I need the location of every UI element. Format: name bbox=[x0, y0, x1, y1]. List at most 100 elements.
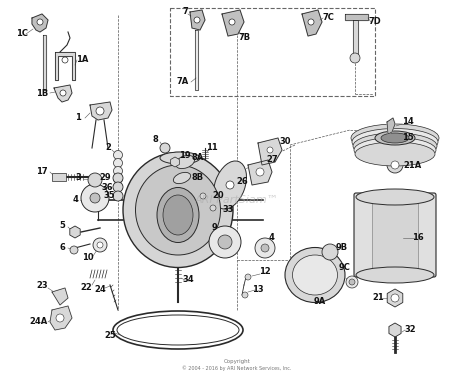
Text: 7D: 7D bbox=[369, 18, 382, 27]
Polygon shape bbox=[52, 288, 68, 305]
Bar bbox=[52, 173, 66, 181]
Polygon shape bbox=[248, 160, 272, 185]
Circle shape bbox=[113, 183, 122, 192]
Text: 12: 12 bbox=[259, 267, 271, 276]
Text: 32: 32 bbox=[404, 326, 416, 334]
Circle shape bbox=[60, 90, 66, 96]
Circle shape bbox=[256, 168, 264, 176]
Circle shape bbox=[346, 276, 358, 288]
Circle shape bbox=[90, 193, 100, 203]
Circle shape bbox=[96, 107, 104, 115]
Text: 8B: 8B bbox=[192, 174, 204, 183]
Circle shape bbox=[210, 205, 216, 211]
Ellipse shape bbox=[354, 138, 436, 162]
Text: 26: 26 bbox=[236, 177, 248, 186]
Text: © 2004 - 2016 by ARI Network Services, Inc.: © 2004 - 2016 by ARI Network Services, I… bbox=[182, 365, 292, 371]
Text: 9A: 9A bbox=[314, 297, 326, 306]
Ellipse shape bbox=[285, 248, 345, 303]
Circle shape bbox=[255, 238, 275, 258]
Text: 19: 19 bbox=[179, 150, 191, 159]
Polygon shape bbox=[54, 85, 72, 102]
Circle shape bbox=[391, 161, 399, 169]
Circle shape bbox=[261, 244, 269, 252]
Polygon shape bbox=[55, 52, 75, 80]
Circle shape bbox=[93, 238, 107, 252]
Ellipse shape bbox=[375, 131, 415, 145]
Circle shape bbox=[391, 294, 399, 302]
Ellipse shape bbox=[175, 155, 195, 169]
Circle shape bbox=[37, 19, 43, 25]
Circle shape bbox=[194, 17, 200, 23]
Polygon shape bbox=[353, 20, 358, 55]
Circle shape bbox=[242, 292, 248, 298]
Circle shape bbox=[56, 314, 64, 322]
Circle shape bbox=[349, 279, 355, 285]
Text: 21: 21 bbox=[372, 294, 384, 303]
Polygon shape bbox=[190, 10, 205, 30]
Text: 30: 30 bbox=[279, 138, 291, 147]
Circle shape bbox=[70, 246, 78, 254]
Text: 8: 8 bbox=[152, 135, 158, 144]
Circle shape bbox=[229, 19, 235, 25]
Circle shape bbox=[113, 166, 122, 176]
Text: 6: 6 bbox=[59, 243, 65, 252]
Text: 13: 13 bbox=[252, 285, 264, 294]
Polygon shape bbox=[50, 306, 72, 330]
Ellipse shape bbox=[163, 195, 193, 235]
Text: 27: 27 bbox=[266, 156, 278, 165]
Bar bbox=[372, 197, 418, 275]
Text: 10: 10 bbox=[82, 254, 94, 262]
Polygon shape bbox=[258, 138, 282, 165]
Text: 9: 9 bbox=[212, 224, 218, 232]
Text: 7: 7 bbox=[182, 8, 188, 16]
Text: 9B: 9B bbox=[336, 243, 348, 252]
Circle shape bbox=[62, 57, 68, 63]
Ellipse shape bbox=[123, 153, 233, 267]
Text: 34: 34 bbox=[182, 276, 194, 285]
Circle shape bbox=[245, 274, 251, 280]
Ellipse shape bbox=[356, 189, 434, 205]
Polygon shape bbox=[302, 10, 322, 36]
Text: 36: 36 bbox=[101, 183, 113, 192]
Circle shape bbox=[81, 184, 109, 212]
Text: 1C: 1C bbox=[16, 30, 28, 39]
Text: 9C: 9C bbox=[339, 264, 351, 273]
Ellipse shape bbox=[213, 161, 246, 209]
Ellipse shape bbox=[136, 165, 220, 255]
Circle shape bbox=[308, 19, 314, 25]
Text: 8A: 8A bbox=[192, 153, 204, 162]
Circle shape bbox=[226, 181, 234, 189]
Text: 7A: 7A bbox=[177, 78, 189, 87]
Text: 4: 4 bbox=[269, 234, 275, 243]
Ellipse shape bbox=[353, 133, 437, 159]
Text: 4: 4 bbox=[73, 195, 79, 204]
Ellipse shape bbox=[292, 255, 337, 295]
Text: 5: 5 bbox=[59, 220, 65, 230]
Polygon shape bbox=[195, 30, 198, 90]
Circle shape bbox=[350, 53, 360, 63]
Text: 23: 23 bbox=[36, 280, 48, 290]
Ellipse shape bbox=[355, 142, 435, 166]
Text: 24A: 24A bbox=[29, 318, 47, 327]
Circle shape bbox=[322, 244, 338, 260]
Polygon shape bbox=[43, 35, 46, 90]
Circle shape bbox=[97, 242, 103, 248]
Text: 1B: 1B bbox=[36, 88, 48, 98]
Circle shape bbox=[113, 173, 123, 183]
Circle shape bbox=[200, 193, 206, 199]
Text: 35: 35 bbox=[103, 192, 115, 201]
Circle shape bbox=[209, 226, 241, 258]
Text: 1A: 1A bbox=[76, 56, 88, 64]
Circle shape bbox=[113, 191, 123, 201]
Text: 7B: 7B bbox=[239, 33, 251, 42]
Text: 22: 22 bbox=[80, 284, 92, 292]
Text: 11: 11 bbox=[206, 144, 218, 153]
Text: 16: 16 bbox=[412, 234, 424, 243]
Circle shape bbox=[88, 173, 102, 187]
Ellipse shape bbox=[356, 267, 434, 283]
Text: 24: 24 bbox=[94, 285, 106, 294]
Text: 29: 29 bbox=[99, 174, 111, 183]
Text: 21A: 21A bbox=[404, 160, 422, 170]
Text: 20: 20 bbox=[212, 190, 224, 200]
Circle shape bbox=[160, 143, 170, 153]
